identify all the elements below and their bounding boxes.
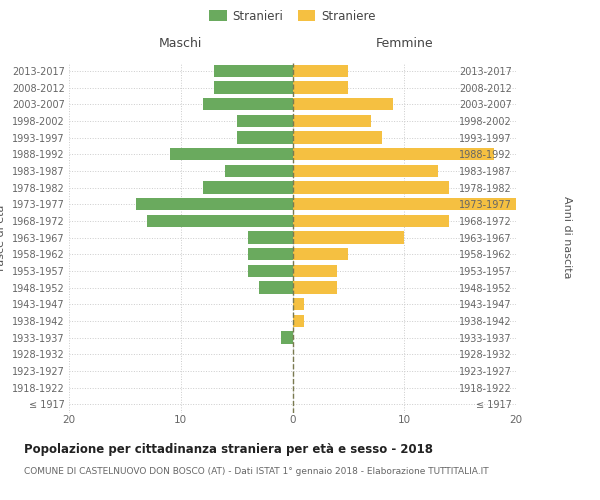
Bar bbox=[136, 198, 293, 210]
Bar bbox=[293, 248, 349, 260]
Bar bbox=[214, 64, 293, 77]
Bar bbox=[293, 64, 349, 77]
Bar bbox=[226, 164, 293, 177]
Bar bbox=[293, 214, 449, 227]
Bar bbox=[236, 132, 293, 144]
Bar bbox=[147, 214, 293, 227]
Bar bbox=[214, 82, 293, 94]
Bar bbox=[293, 132, 382, 144]
Bar bbox=[293, 164, 438, 177]
Bar bbox=[203, 98, 293, 110]
Bar bbox=[203, 182, 293, 194]
Y-axis label: Fasce di età: Fasce di età bbox=[0, 204, 7, 270]
Text: Maschi: Maschi bbox=[159, 37, 202, 50]
Text: Popolazione per cittadinanza straniera per età e sesso - 2018: Popolazione per cittadinanza straniera p… bbox=[24, 442, 433, 456]
Bar bbox=[293, 182, 449, 194]
Legend: Stranieri, Straniere: Stranieri, Straniere bbox=[207, 7, 378, 25]
Bar bbox=[170, 148, 293, 160]
Bar bbox=[248, 248, 293, 260]
Bar bbox=[293, 281, 337, 293]
Bar bbox=[293, 298, 304, 310]
Bar bbox=[293, 264, 337, 277]
Bar bbox=[293, 314, 304, 327]
Bar bbox=[293, 231, 404, 244]
Bar bbox=[248, 231, 293, 244]
Bar bbox=[281, 331, 293, 344]
Bar bbox=[293, 198, 516, 210]
Bar bbox=[248, 264, 293, 277]
Bar bbox=[259, 281, 293, 293]
Bar bbox=[293, 114, 371, 127]
Text: Anni di nascita: Anni di nascita bbox=[562, 196, 572, 279]
Bar bbox=[293, 148, 494, 160]
Text: COMUNE DI CASTELNUOVO DON BOSCO (AT) - Dati ISTAT 1° gennaio 2018 - Elaborazione: COMUNE DI CASTELNUOVO DON BOSCO (AT) - D… bbox=[24, 468, 488, 476]
Text: Femmine: Femmine bbox=[376, 37, 433, 50]
Bar bbox=[293, 82, 349, 94]
Bar bbox=[236, 114, 293, 127]
Bar bbox=[293, 98, 393, 110]
